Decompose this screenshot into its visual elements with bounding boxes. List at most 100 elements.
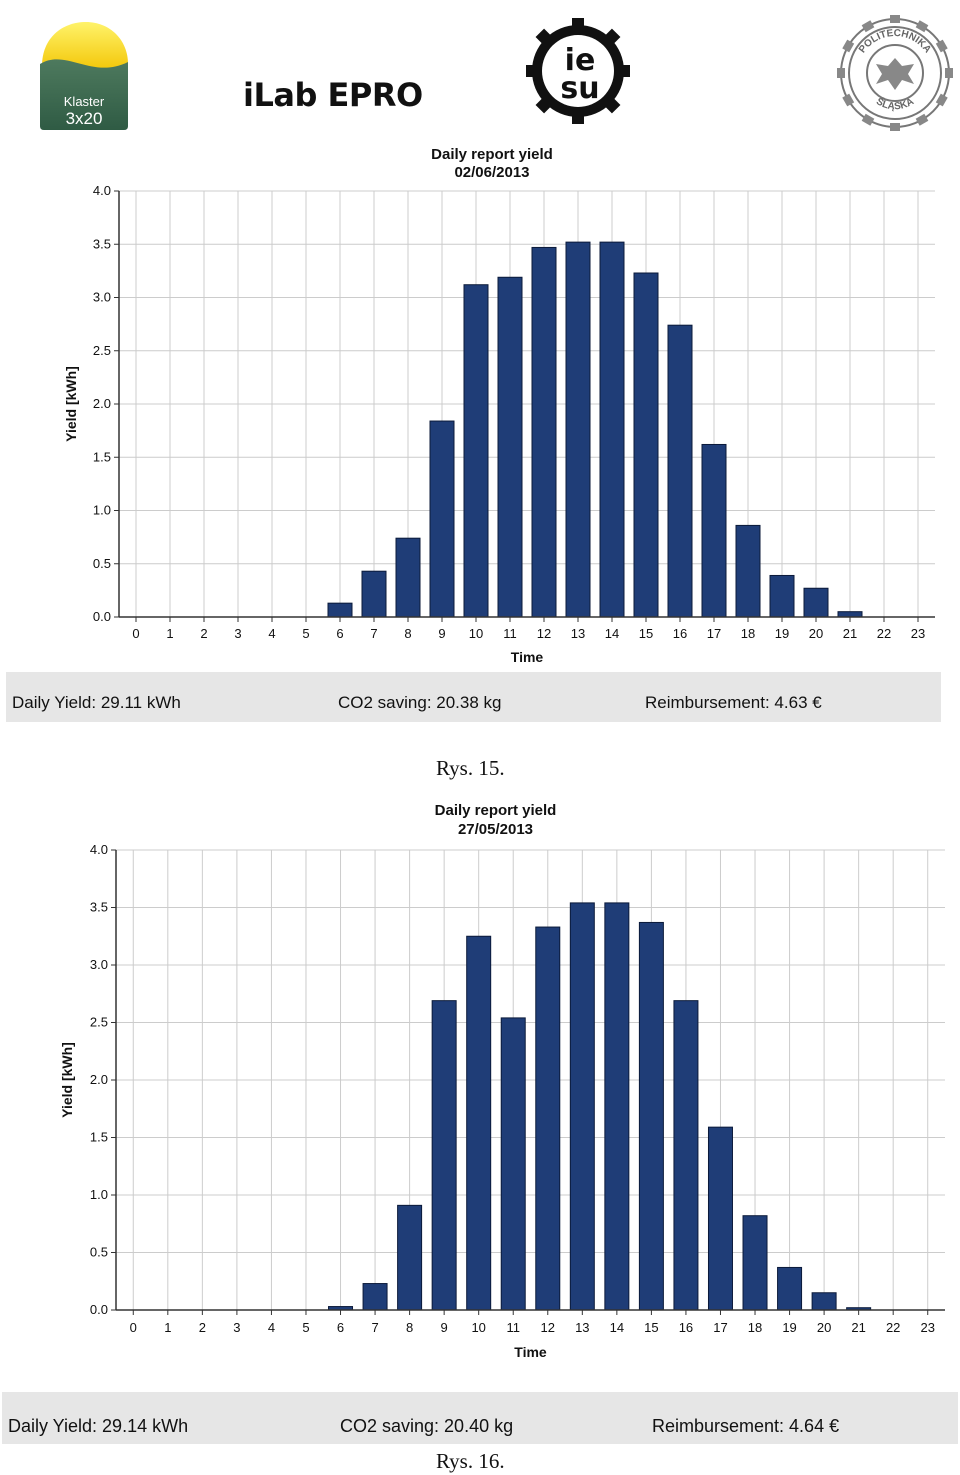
bar-hour-18 — [735, 524, 761, 618]
x-tick-label: 16 — [679, 1320, 693, 1335]
y-tick-label: 4.0 — [90, 842, 108, 857]
bar-hour-10 — [463, 284, 489, 618]
bar-hour-7 — [361, 570, 387, 618]
chart-title: Daily report yield — [431, 146, 553, 163]
x-tick-label: 1 — [164, 1320, 171, 1335]
x-tick-label: 11 — [503, 626, 517, 641]
y-tick-label: 1.0 — [90, 1187, 108, 1202]
y-tick-label: 3.5 — [90, 900, 108, 915]
y-tick-label: 3.0 — [90, 957, 108, 972]
y-tick-label: 2.5 — [93, 343, 111, 358]
klaster-logo-text-1: Klaster — [64, 94, 105, 109]
x-tick-label: 23 — [911, 626, 925, 641]
x-tick-label: 12 — [541, 1320, 555, 1335]
x-tick-label: 4 — [268, 1320, 275, 1335]
x-tick-label: 9 — [438, 626, 445, 641]
x-tick-label: 12 — [537, 626, 551, 641]
x-tick-label: 3 — [233, 1320, 240, 1335]
bar-hour-14 — [604, 902, 630, 1311]
y-tick-label: 4.0 — [93, 183, 111, 198]
summary-bar-1: Daily Yield: 29.11 kWh CO2 saving: 20.38… — [6, 672, 941, 722]
x-tick-label: 21 — [851, 1320, 865, 1335]
logo-header: Klaster 3x20 iLab EPRO ie su — [0, 0, 960, 140]
x-tick-label: 17 — [707, 626, 721, 641]
y-axis-label: Yield [kWh] — [63, 366, 79, 442]
x-tick-label: 7 — [370, 626, 377, 641]
bar-hour-19 — [769, 574, 795, 618]
x-tick-label: 23 — [920, 1320, 934, 1335]
polsl-logo-text-1: POLITECHNIKA — [857, 28, 933, 55]
x-tick-label: 0 — [130, 1320, 137, 1335]
x-tick-label: 6 — [337, 1320, 344, 1335]
chart-subtitle: 27/05/2013 — [458, 821, 533, 838]
x-tick-label: 11 — [506, 1320, 520, 1335]
y-tick-label: 0.0 — [90, 1302, 108, 1317]
x-tick-label: 10 — [471, 1320, 485, 1335]
y-tick-label: 0.5 — [93, 556, 111, 571]
bar-hour-16 — [673, 1000, 699, 1311]
bar-hour-11 — [497, 276, 523, 618]
x-tick-label: 17 — [713, 1320, 727, 1335]
x-tick-label: 8 — [406, 1320, 413, 1335]
bar-hour-13 — [569, 902, 595, 1311]
bar-hour-9 — [431, 1000, 457, 1311]
bar-hour-20 — [803, 587, 829, 618]
x-tick-label: 20 — [817, 1320, 831, 1335]
klaster-logo-text-2: 3x20 — [66, 109, 103, 128]
figure-caption-2: Rys. 16. — [436, 1449, 505, 1473]
x-tick-label: 21 — [843, 626, 857, 641]
daily-yield-text: Daily Yield: 29.14 kWh — [8, 1416, 189, 1436]
bar-hour-12 — [531, 246, 557, 618]
x-tick-label: 15 — [644, 1320, 658, 1335]
bar-hour-14 — [599, 241, 625, 618]
x-tick-label: 20 — [809, 626, 823, 641]
x-tick-label: 4 — [268, 626, 275, 641]
bar-hour-7 — [362, 1283, 388, 1311]
y-tick-label: 3.0 — [93, 290, 111, 305]
x-tick-label: 2 — [199, 1320, 206, 1335]
x-tick-label: 7 — [371, 1320, 378, 1335]
y-tick-label: 3.5 — [93, 236, 111, 251]
co2-saving-text: CO2 saving: 20.40 kg — [340, 1416, 514, 1436]
bar-hour-18 — [742, 1215, 768, 1311]
ilab-epro-logo: iLab EPRO — [243, 76, 423, 114]
reimbursement-text: Reimbursement: 4.64 € — [652, 1416, 840, 1436]
bar-hour-19 — [777, 1266, 803, 1311]
x-tick-label: 19 — [782, 1320, 796, 1335]
y-tick-label: 0.5 — [90, 1245, 108, 1260]
x-tick-label: 19 — [775, 626, 789, 641]
y-axis-label: Yield [kWh] — [59, 1042, 75, 1118]
y-tick-label: 2.0 — [90, 1072, 108, 1087]
iesu-logo-text-1: ie — [565, 43, 596, 78]
x-tick-label: 16 — [673, 626, 687, 641]
yield-chart-1: 0.00.51.01.52.02.53.03.54.00 1 2 3 4 5 6 7 8 9 10 1… — [63, 146, 935, 665]
chart-subtitle: 02/06/2013 — [454, 164, 529, 181]
bar-hour-8 — [397, 1204, 423, 1311]
bar-hour-12 — [535, 926, 561, 1311]
bar-hour-10 — [466, 935, 492, 1311]
x-tick-label: 2 — [200, 626, 207, 641]
x-tick-label: 10 — [469, 626, 483, 641]
reimbursement-text: Reimbursement: 4.63 € — [645, 693, 822, 712]
figure-caption-1: Rys. 15. — [436, 756, 505, 780]
co2-saving-text: CO2 saving: 20.38 kg — [338, 693, 502, 712]
x-tick-label: 1 — [166, 626, 173, 641]
x-tick-label: 13 — [575, 1320, 589, 1335]
y-tick-label: 1.5 — [93, 449, 111, 464]
bar-hour-13 — [565, 241, 591, 618]
bar-hour-20 — [811, 1292, 837, 1311]
bar-hour-16 — [667, 324, 693, 618]
summary-bar-2: Daily Yield: 29.14 kWh CO2 saving: 20.40… — [2, 1392, 958, 1444]
klaster-logo: Klaster 3x20 — [40, 22, 128, 130]
iesu-logo-text-2: su — [560, 71, 599, 106]
bar-hour-21 — [837, 611, 863, 618]
y-tick-label: 0.0 — [93, 609, 111, 624]
bar-hour-17 — [701, 443, 727, 618]
y-tick-label: 2.0 — [93, 396, 111, 411]
x-tick-label: 22 — [886, 1320, 900, 1335]
x-tick-label: 15 — [639, 626, 653, 641]
x-tick-label: 14 — [610, 1320, 624, 1335]
svg-text:POLITECHNIKA: POLITECHNIKA — [857, 28, 933, 55]
x-tick-label: 3 — [234, 626, 241, 641]
svg-text:ŚLĄSKA: ŚLĄSKA — [874, 94, 916, 112]
